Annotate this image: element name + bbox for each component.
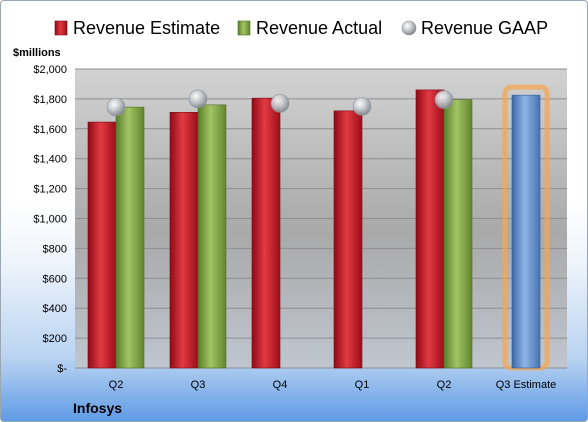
y-tick-label: $2,000 [33, 64, 67, 76]
y-tick-label: $1,400 [33, 154, 67, 166]
bar-revenue-estimate [87, 121, 117, 369]
legend-label-revenue-gaap: Revenue GAAP [421, 18, 548, 38]
x-tick-label: Q3 Estimate [496, 379, 557, 391]
bar-revenue-estimate [415, 89, 445, 369]
bars [87, 84, 550, 371]
gridlines [75, 68, 567, 369]
y-tick-label: $200 [43, 333, 67, 345]
y-tick-label: $800 [43, 243, 67, 255]
legend-label-revenue-estimate: Revenue Estimate [73, 18, 220, 38]
x-tick-label: Q3 [191, 379, 206, 391]
y-tick-label: $1,200 [33, 184, 67, 196]
x-tick-label: Q2 [109, 379, 124, 391]
bar-revenue-actual [197, 104, 227, 369]
marker-revenue-gaap [270, 94, 290, 113]
legend-swatch-revenue-estimate [54, 20, 68, 36]
bar-revenue-actual [443, 99, 473, 369]
marker-revenue-gaap [188, 89, 208, 109]
x-tick-label: Q1 [355, 379, 370, 391]
marker-revenue-gaap [106, 97, 126, 117]
legend-label-revenue-actual: Revenue Actual [256, 18, 382, 38]
x-tick-label: Q4 [273, 379, 288, 391]
y-tick-label: $600 [43, 273, 67, 285]
bar-revenue-estimate [251, 97, 281, 369]
x-axis-ticks: Q2 Q3 Q4 Q1 Q2 Q3 Estimate [109, 379, 557, 391]
bar-revenue-estimate [169, 112, 199, 369]
legend: Revenue Estimate Revenue Actual Revenue … [54, 18, 548, 38]
y-tick-label: $1,000 [33, 214, 67, 226]
y-tick-label: $- [57, 363, 67, 375]
bar-revenue-actual [115, 106, 145, 369]
y-tick-label: $400 [43, 303, 67, 315]
y-axis-ticks: $- $200 $400 $600 $800 $1,000 $1,200 $1,400 $1,6… [33, 64, 67, 375]
y-axis-unit-label: $millions [13, 47, 61, 59]
x-tick-label: Q2 [437, 379, 452, 391]
gaap-markers [106, 89, 454, 117]
legend-swatch-revenue-actual [237, 20, 251, 36]
company-name: Infosys [73, 400, 122, 416]
y-tick-label: $1,600 [33, 124, 67, 136]
bar-q3-estimate [511, 94, 541, 369]
marker-revenue-gaap [434, 90, 454, 109]
y-tick-label: $1,800 [33, 94, 67, 106]
legend-marker-revenue-gaap [401, 20, 417, 36]
marker-revenue-gaap [352, 97, 372, 116]
bar-revenue-estimate [333, 110, 363, 369]
